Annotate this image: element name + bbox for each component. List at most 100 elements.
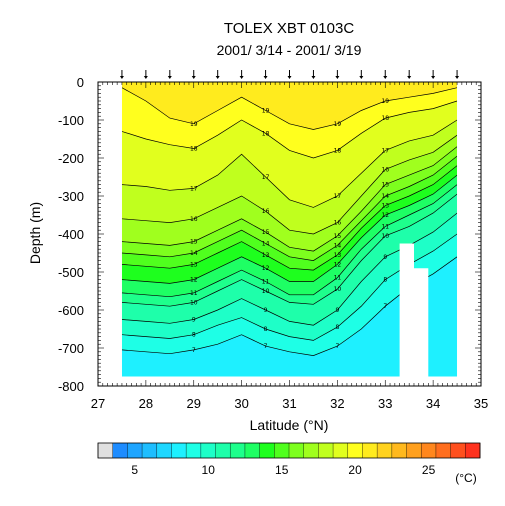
colorbar-swatch: [98, 443, 113, 458]
isotherm-10: [121, 193, 458, 307]
isotherm-label-17: 17: [334, 193, 342, 200]
isotherm-label-7: 7: [192, 347, 196, 354]
colorbar-swatch: [377, 443, 393, 458]
isotherm-label-16: 16: [190, 216, 198, 223]
y-tick-label: -700: [58, 341, 84, 356]
x-tick-label: 31: [282, 396, 296, 411]
isotherm-label-10: 10: [262, 288, 270, 295]
y-tick-label: 0: [77, 75, 84, 90]
isotherm-label-17: 17: [262, 174, 270, 181]
isotherm-13: [121, 165, 458, 271]
colorbar-swatch: [465, 443, 481, 458]
isotherm-label-14: 14: [381, 193, 389, 200]
colorbar-swatch: [435, 443, 451, 458]
isotherm-label-12: 12: [381, 212, 389, 219]
isotherm-label-17: 17: [190, 185, 198, 192]
isotherm-label-13: 13: [262, 252, 270, 259]
colorbar-swatch: [391, 443, 407, 458]
isotherm-label-8: 8: [264, 326, 268, 333]
isotherm-label-19: 19: [190, 121, 198, 128]
isotherm-label-17: 17: [381, 147, 389, 154]
xbt-cast-arrow: [359, 76, 364, 79]
temperature-band-18: [121, 101, 458, 208]
x-tick-label: 29: [187, 396, 201, 411]
isotherm-label-11: 11: [190, 290, 198, 297]
colorbar-swatch: [244, 443, 260, 458]
isotherm-label-11: 11: [334, 275, 342, 282]
colorbar-swatch: [200, 443, 216, 458]
isotherm-label-7: 7: [383, 303, 387, 310]
isotherm-label-15: 15: [190, 239, 198, 246]
colorbar-swatch: [127, 443, 143, 458]
isotherm-14: [121, 155, 458, 261]
colorbar-swatch: [406, 443, 422, 458]
temperature-band-surface: [121, 82, 458, 130]
x-tick-label: 34: [426, 396, 440, 411]
isotherm-label-14: 14: [334, 242, 342, 249]
isotherm-12: [121, 174, 458, 284]
temperature-band-19: [121, 87, 458, 158]
isotherm-label-19: 19: [262, 108, 270, 115]
isotherm-label-10: 10: [334, 286, 342, 293]
xbt-cast-arrow: [287, 76, 292, 79]
temperature-band-16: [121, 135, 458, 252]
isotherm-label-10: 10: [190, 299, 198, 306]
colorbar-swatch: [112, 443, 128, 458]
isotherm-label-7: 7: [335, 343, 339, 350]
temperature-band-bottom: [121, 256, 458, 377]
isotherm-label-8: 8: [335, 324, 339, 331]
xbt-cast-markers: [119, 70, 460, 79]
xbt-cast-arrow: [383, 76, 388, 79]
colorbar-swatch: [347, 443, 363, 458]
isotherm-label-13: 13: [381, 203, 389, 210]
xbt-cast-arrow: [431, 76, 436, 79]
isotherm-label-12: 12: [190, 277, 198, 284]
temperature-band-8: [121, 234, 458, 356]
colorbar-swatch: [274, 443, 290, 458]
isotherm-label-9: 9: [264, 307, 268, 314]
xbt-cast-arrow: [263, 76, 268, 79]
colorbar-tick-label: 15: [275, 463, 289, 477]
x-tick-label: 35: [474, 396, 488, 411]
isotherm-label-12: 12: [334, 261, 342, 268]
colorbar-swatch: [303, 443, 319, 458]
isotherm-label-16: 16: [334, 220, 342, 227]
x-tick-label: 28: [139, 396, 153, 411]
colorbar-swatch: [186, 443, 202, 458]
xbt-cast-arrow: [143, 76, 148, 79]
y-tick-label: -600: [58, 303, 84, 318]
isotherm-label-19: 19: [334, 121, 342, 128]
colorbar-unit-label: (°C): [455, 471, 476, 485]
colorbar-tick-label: 10: [202, 463, 216, 477]
xbt-cast-arrow: [239, 76, 244, 79]
isotherm-label-9: 9: [335, 307, 339, 314]
colorbar-swatch: [289, 443, 304, 458]
xbt-cast-arrow: [455, 76, 460, 79]
isotherm-label-14: 14: [262, 241, 270, 248]
xbt-cast-arrow: [311, 76, 316, 79]
colorbar-swatch: [230, 443, 246, 458]
isotherm-label-12: 12: [262, 265, 270, 272]
colorbar-swatch: [333, 443, 349, 458]
isotherm-label-11: 11: [262, 279, 270, 286]
colorbar-tick-label: 5: [131, 463, 138, 477]
colorbar-swatch: [259, 443, 275, 458]
x-tick-label: 30: [234, 396, 248, 411]
colorbar-tick-label: 25: [422, 463, 436, 477]
colorbar-swatch: [171, 443, 187, 458]
isotherm-label-8: 8: [192, 332, 196, 339]
chart-subtitle: 2001/ 3/14 - 2001/ 3/19: [217, 42, 362, 58]
xbt-cast-arrow: [119, 76, 124, 79]
colorbar-swatch: [421, 443, 437, 458]
xbt-cast-arrow: [335, 76, 340, 79]
temperature-band-12: [121, 175, 458, 297]
temperature-band-9: [121, 213, 458, 341]
x-tick-label: 33: [378, 396, 392, 411]
plot-area: 19 19 19 19 18 18 18 18 17 17 17 17 16 16 16 16 15 15 15 15…: [97, 70, 482, 387]
xbt-cast-arrow: [215, 76, 220, 79]
colorbar: 5 10 15 20 25: [97, 442, 481, 477]
temperature-band-14: [121, 156, 458, 271]
temperature-band-15: [121, 146, 458, 261]
data-gap: [399, 243, 429, 377]
